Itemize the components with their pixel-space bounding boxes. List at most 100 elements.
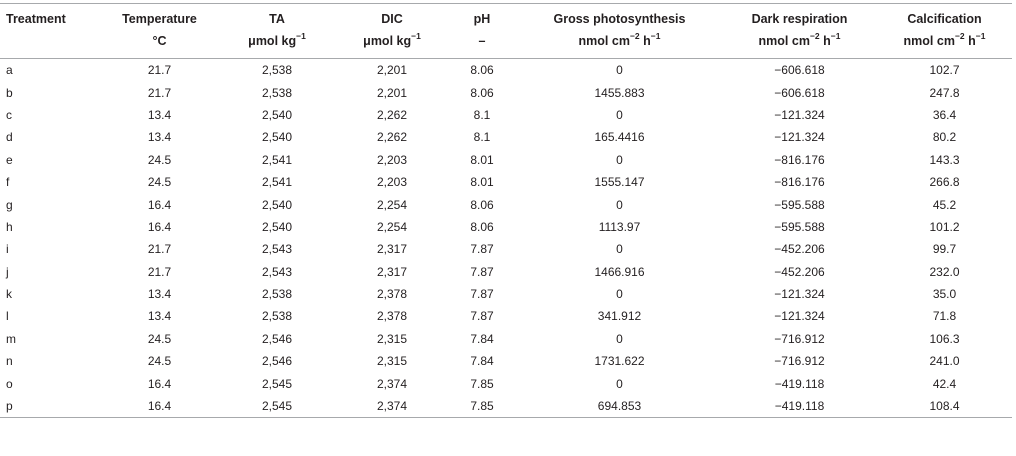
cell-temperature: 21.7	[147, 264, 172, 279]
cell-ph: 7.87	[470, 264, 494, 279]
cell-temperature: 13.4	[147, 309, 172, 324]
cell-treatment: b	[6, 85, 13, 100]
table-header: Treatment Temperature TA DIC pH Gross ph…	[0, 3, 1012, 59]
data-table: Treatment Temperature TA DIC pH Gross ph…	[0, 3, 1012, 419]
cell-temperature: 13.4	[147, 287, 172, 302]
cell-gross-photosynthesis: 0	[616, 331, 623, 346]
table-row: a 21.7 2,538 2,201 8.06 0 −606.618 102.7	[0, 59, 1012, 82]
unit-text: h	[819, 34, 831, 48]
cell-calcification: 45.2	[932, 197, 957, 212]
header-dark-respiration: Dark respiration	[722, 3, 877, 28]
cell-ta: 2,545	[217, 394, 337, 419]
cell-dic: 2,317	[376, 242, 408, 257]
cell-dark-respiration: −452.206	[774, 264, 825, 279]
cell-dark-respiration: −606.618	[774, 63, 825, 78]
header-dic: DIC	[337, 3, 447, 28]
cell-ta: 2,541	[261, 175, 293, 190]
header-label-row: Treatment Temperature TA DIC pH Gross ph…	[0, 3, 1012, 28]
cell-ph: 8.06	[470, 85, 494, 100]
cell-dark-respiration: −816.176	[774, 152, 825, 167]
cell-dic: 2,262	[376, 130, 408, 145]
cell-calcification: 80.2	[932, 130, 957, 145]
unit-text: °C	[152, 34, 167, 48]
cell-dark-respiration: −606.618	[774, 85, 825, 100]
cell-dic: 2,254	[376, 219, 408, 234]
cell-dark-respiration: −452.206	[774, 242, 825, 257]
unit-treatment	[0, 28, 102, 59]
cell-temperature: 16.4	[147, 376, 172, 391]
cell-calcification: 106.3	[929, 331, 960, 346]
cell-gross-photosynthesis: 1455.883	[594, 85, 645, 100]
cell-dic: 2,374	[376, 376, 408, 391]
cell-calcification: 71.8	[932, 309, 957, 324]
unit-text: μmol kg	[363, 34, 412, 48]
cell-temperature: 16.4	[102, 394, 217, 419]
cell-treatment: e	[6, 152, 13, 167]
cell-ph: 8.06	[470, 219, 494, 234]
cell-gross-photosynthesis: 0	[616, 242, 623, 257]
cell-ph: 8.06	[470, 63, 494, 78]
cell-gross-photosynthesis: 0	[616, 197, 623, 212]
header-temperature: Temperature	[102, 3, 217, 28]
cell-ph: 8.1	[473, 107, 491, 122]
cell-gross-photosynthesis: 0	[616, 107, 623, 122]
unit-calcification: nmol cm−2 h−1	[877, 28, 1012, 59]
cell-temperature: 21.7	[147, 63, 172, 78]
cell-ph: 8.06	[470, 197, 494, 212]
table-row: o 16.4 2,545 2,374 7.85 0 −419.118 42.4	[0, 372, 1012, 394]
cell-gross-photosynthesis: 341.912	[597, 309, 642, 324]
header-ta: TA	[217, 3, 337, 28]
header-gross-photosynthesis: Gross photosynthesis	[517, 3, 722, 28]
unit-text: nmol cm	[758, 34, 810, 48]
table-row: f 24.5 2,541 2,203 8.01 1555.147 −816.176 266.8	[0, 171, 1012, 193]
table-row: j 21.7 2,543 2,317 7.87 1466.916 −452.206 232.0	[0, 261, 1012, 283]
cell-treatment: n	[6, 354, 13, 369]
cell-temperature: 24.5	[147, 175, 172, 190]
cell-ph: 7.84	[470, 354, 494, 369]
cell-gross-photosynthesis: 1466.916	[594, 264, 645, 279]
unit-exponent: −2	[629, 30, 640, 41]
cell-gross-photosynthesis: 0	[616, 152, 623, 167]
unit-temperature: °C	[102, 28, 217, 59]
unit-dark-respiration: nmol cm−2 h−1	[722, 28, 877, 59]
cell-calcification: 108.4	[877, 394, 1012, 419]
cell-temperature: 13.4	[147, 107, 172, 122]
cell-treatment: a	[6, 63, 13, 78]
cell-ta: 2,538	[261, 309, 293, 324]
table-body: a 21.7 2,538 2,201 8.06 0 −606.618 102.7 b 21.7 2,…	[0, 59, 1012, 419]
cell-calcification: 266.8	[929, 175, 960, 190]
cell-calcification: 99.7	[932, 242, 957, 257]
cell-dic: 2,378	[376, 309, 408, 324]
cell-calcification: 143.3	[929, 152, 960, 167]
cell-ph: 8.01	[470, 175, 494, 190]
cell-dic: 2,315	[376, 331, 408, 346]
cell-ta: 2,538	[261, 63, 293, 78]
unit-text: –	[478, 34, 486, 48]
cell-treatment: j	[6, 264, 9, 279]
cell-treatment: p	[0, 394, 102, 419]
cell-dark-respiration: −716.912	[774, 331, 825, 346]
cell-dic: 2,262	[376, 107, 408, 122]
cell-ta: 2,541	[261, 152, 293, 167]
cell-dark-respiration: −595.588	[774, 219, 825, 234]
header-calcification: Calcification	[877, 3, 1012, 28]
cell-ta: 2,538	[261, 85, 293, 100]
cell-temperature: 21.7	[147, 85, 172, 100]
cell-gross-photosynthesis: 694.853	[517, 394, 722, 419]
unit-exponent: −1	[411, 30, 421, 41]
cell-treatment: i	[6, 242, 9, 257]
unit-ph: –	[447, 28, 517, 59]
cell-ta: 2,543	[261, 242, 293, 257]
unit-exponent: −2	[954, 30, 965, 41]
cell-ta: 2,540	[261, 130, 293, 145]
cell-gross-photosynthesis: 0	[616, 376, 623, 391]
cell-ph: 7.87	[470, 287, 494, 302]
cell-gross-photosynthesis: 0	[616, 63, 623, 78]
unit-text: nmol cm	[578, 34, 630, 48]
cell-ta: 2,540	[261, 197, 293, 212]
cell-gross-photosynthesis: 165.4416	[594, 130, 645, 145]
cell-calcification: 36.4	[932, 107, 957, 122]
cell-ph: 7.87	[470, 242, 494, 257]
table-row: e 24.5 2,541 2,203 8.01 0 −816.176 143.3	[0, 149, 1012, 171]
